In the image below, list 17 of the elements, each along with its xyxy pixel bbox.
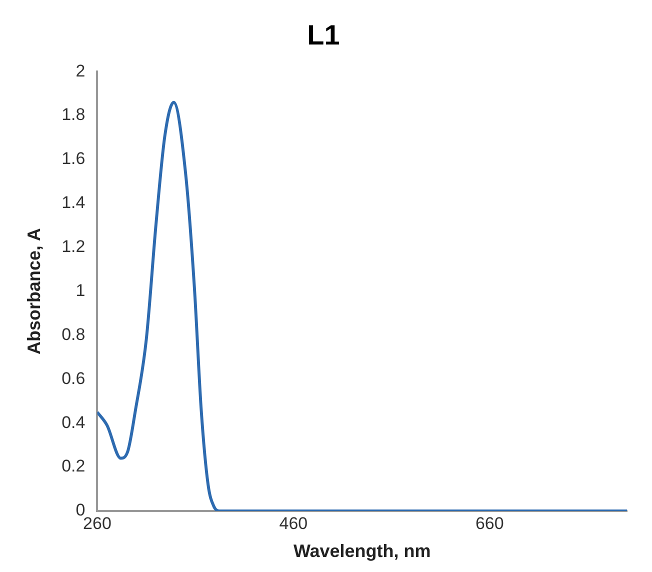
y-tick-label: 2 <box>76 61 86 80</box>
y-axis-title: Absorbance, A <box>24 228 44 354</box>
x-tick-label: 460 <box>279 514 308 533</box>
y-tick-label: 0 <box>76 500 86 520</box>
y-tick-label: 0.8 <box>62 324 86 344</box>
x-tick-label: 660 <box>475 514 504 533</box>
x-tick-label: 260 <box>83 514 112 533</box>
y-tick-label: 0.4 <box>62 412 86 432</box>
y-tick-label: 1.4 <box>62 193 86 212</box>
y-tick-label: 1.8 <box>62 105 86 124</box>
chart-title: L1 <box>307 20 340 51</box>
y-tick-label: 0.2 <box>62 456 86 476</box>
x-axis-title: Wavelength, nm <box>293 541 431 562</box>
y-tick-label: 1.2 <box>62 237 86 256</box>
y-tick-label: 1.6 <box>62 149 86 168</box>
y-tick-label: 0.6 <box>62 368 86 388</box>
y-tick-label: 1 <box>76 280 86 300</box>
